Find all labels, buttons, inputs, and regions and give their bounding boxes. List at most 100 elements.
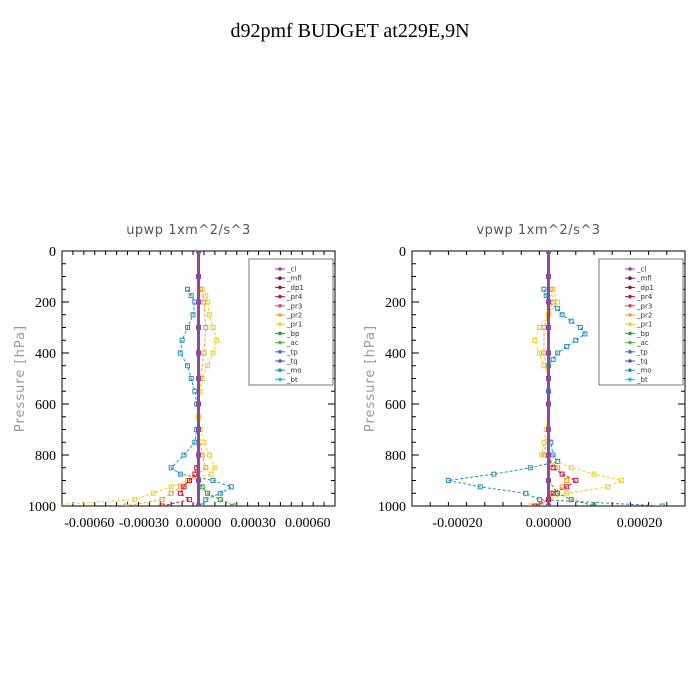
legend-label: _bt: [636, 376, 648, 384]
legend-label: _mfl: [636, 275, 652, 283]
y-tick-label: 800: [35, 449, 56, 464]
legend-marker: [628, 331, 632, 336]
data-point: [188, 376, 194, 381]
data-point: [541, 350, 547, 356]
x-tick-label: -0.00020: [432, 516, 482, 531]
data-point: [550, 356, 556, 362]
data-point: [228, 484, 234, 490]
x-tick-label: -0.00030: [119, 516, 169, 531]
legend-box: [598, 258, 684, 386]
data-point: [546, 452, 551, 458]
legend: _cl_mfl_dp1_pr4_pr3_pr2_pr1_bp_ac_tp_tq_…: [248, 258, 334, 386]
x-tick-label: -0.00060: [64, 516, 114, 531]
data-point: [536, 350, 542, 356]
data-point: [188, 293, 194, 299]
data-point: [201, 299, 207, 305]
legend-label: _mfl: [286, 275, 302, 283]
legend-label: _pr1: [636, 321, 652, 329]
legend-label: _tq: [286, 358, 298, 366]
y-axis-label: Pressure [hPa]: [13, 325, 28, 432]
data-point: [605, 484, 611, 490]
data-point: [185, 286, 191, 292]
series-line-mo: [448, 289, 663, 506]
legend-label: _cl: [286, 266, 296, 274]
legend-marker: [278, 285, 282, 290]
data-point: [527, 465, 533, 471]
data-point: [550, 452, 556, 458]
data-point: [123, 503, 129, 506]
y-tick-label: 400: [35, 347, 56, 362]
data-point: [186, 497, 192, 503]
panel-title: vpwp 1xm^2/s^3: [476, 223, 600, 238]
y-tick-label: 800: [385, 449, 406, 464]
legend-marker: [278, 331, 282, 336]
data-point: [659, 503, 665, 506]
data-point: [546, 299, 551, 305]
data-point: [232, 503, 238, 506]
legend-label: _bt: [286, 376, 298, 384]
legend-marker: [278, 322, 282, 327]
data-point: [196, 478, 201, 483]
legend-label: _tp: [286, 348, 298, 356]
data-point: [196, 299, 201, 305]
data-point: [205, 490, 211, 496]
data-point: [532, 337, 538, 343]
y-tick-label: 600: [35, 398, 56, 413]
x-tick-label: 0.00020: [617, 516, 663, 531]
data-point: [564, 344, 570, 350]
chart-panel-1: upwp 1xm^2/s^3 Pressure [hPa] 0 200 400 600 80…: [13, 223, 336, 531]
legend-box: [248, 258, 334, 386]
data-point: [550, 465, 556, 471]
legend-label: _pr3: [636, 302, 652, 310]
data-point: [591, 471, 597, 477]
data-point: [205, 363, 211, 369]
data-point: [546, 503, 551, 506]
data-point: [546, 478, 551, 483]
data-point: [210, 350, 216, 356]
data-point: [201, 439, 207, 445]
data-point: [168, 484, 174, 490]
legend-marker: [628, 359, 632, 363]
data-point: [536, 503, 542, 506]
data-point: [555, 299, 561, 305]
data-point: [564, 484, 570, 490]
legend-label: _pr3: [286, 302, 302, 310]
y-tick-label: 1000: [28, 500, 56, 515]
data-point: [203, 465, 209, 471]
data-point: [159, 497, 165, 503]
chart-panel-2: vpwp 1xm^2/s^3 Pressure [hPa] 0 200 400 600 80…: [363, 223, 686, 531]
series-line-mo: [170, 289, 233, 506]
data-point: [546, 325, 551, 330]
data-point: [192, 439, 198, 445]
legend-label: _pr4: [636, 293, 653, 301]
data-point: [491, 471, 497, 477]
data-point: [206, 312, 212, 318]
data-point: [582, 331, 588, 337]
legend-label: _pr2: [286, 312, 302, 320]
data-point: [177, 471, 183, 477]
data-point: [150, 490, 156, 496]
data-point: [532, 503, 538, 506]
y-tick-label: 200: [35, 296, 56, 311]
legend-marker: [628, 313, 632, 317]
data-point: [559, 471, 565, 477]
legend-label: _pr2: [636, 312, 652, 320]
data-point: [203, 325, 209, 330]
data-point: [541, 363, 547, 369]
y-tick-label: 600: [385, 398, 406, 413]
legend-marker: [628, 377, 632, 382]
legend-label: _tp: [636, 348, 648, 356]
data-point: [203, 497, 209, 503]
data-point: [185, 363, 191, 369]
data-point: [564, 490, 570, 496]
legend-marker: [628, 294, 632, 299]
legend-marker: [278, 350, 282, 354]
data-point: [546, 427, 551, 432]
x-tick-label: 0.00000: [526, 516, 572, 531]
series-line-bp: [198, 480, 236, 506]
data-point: [577, 325, 583, 330]
data-point: [527, 503, 533, 506]
data-point: [168, 465, 174, 471]
data-point: [196, 251, 201, 254]
